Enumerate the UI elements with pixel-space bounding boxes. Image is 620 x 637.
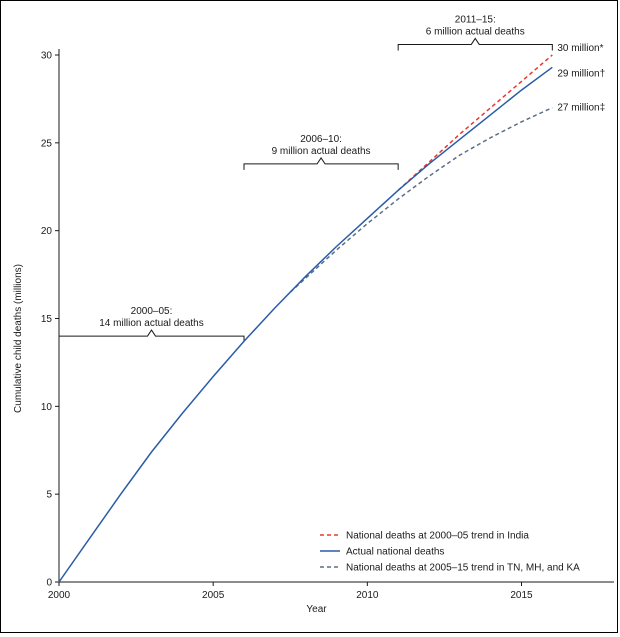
annotation-period: 2006–10: bbox=[300, 134, 342, 145]
x-axis-title: Year bbox=[306, 604, 327, 615]
legend-label: National deaths at 2005–15 trend in TN, … bbox=[346, 563, 580, 574]
x-tick-label: 2005 bbox=[202, 590, 225, 601]
x-tick-label: 2015 bbox=[510, 590, 533, 601]
period-annotations: 2000–05:14 million actual deaths 2006–10:… bbox=[58, 14, 553, 343]
annotation-brace bbox=[58, 329, 245, 343]
y-tick-label: 10 bbox=[41, 402, 53, 413]
legend-label: National deaths at 2000–05 trend in Indi… bbox=[346, 531, 529, 542]
x-tick-label: 2010 bbox=[356, 590, 379, 601]
annotation-deaths: 9 million actual deaths bbox=[272, 146, 371, 157]
series-line-1 bbox=[58, 66, 553, 583]
y-tick-label: 5 bbox=[46, 490, 52, 501]
x-tick-label: 2000 bbox=[48, 590, 71, 601]
y-axis-title: Cumulative child deaths (millions) bbox=[13, 264, 24, 413]
annotation-brace bbox=[397, 37, 553, 51]
series-line-2 bbox=[289, 107, 553, 293]
annotation-deaths: 6 million actual deaths bbox=[426, 26, 525, 37]
axes: 0 5 10 15 20 25 30 2000 2005 2010 2015 bbox=[41, 49, 614, 601]
legend: National deaths at 2000–05 trend in Indi… bbox=[320, 531, 580, 574]
y-tick-label: 20 bbox=[41, 226, 53, 237]
y-tick-label: 15 bbox=[41, 314, 53, 325]
end-label: 30 million* bbox=[557, 43, 603, 54]
annotation-brace bbox=[243, 157, 399, 170]
annotation-period: 2000–05: bbox=[131, 306, 173, 317]
end-label: 29 million† bbox=[557, 68, 605, 79]
y-tick-label: 25 bbox=[41, 138, 53, 149]
legend-label: Actual national deaths bbox=[346, 547, 444, 558]
end-labels: 30 million* 29 million† 27 million‡ bbox=[557, 43, 605, 114]
end-label: 27 million‡ bbox=[557, 103, 605, 114]
annotation-deaths: 14 million actual deaths bbox=[99, 318, 204, 329]
y-tick-label: 0 bbox=[46, 578, 52, 589]
y-tick-label: 30 bbox=[41, 51, 53, 62]
annotation-period: 2011–15: bbox=[455, 14, 496, 25]
series-lines bbox=[58, 54, 553, 583]
series-line-0 bbox=[397, 54, 553, 191]
